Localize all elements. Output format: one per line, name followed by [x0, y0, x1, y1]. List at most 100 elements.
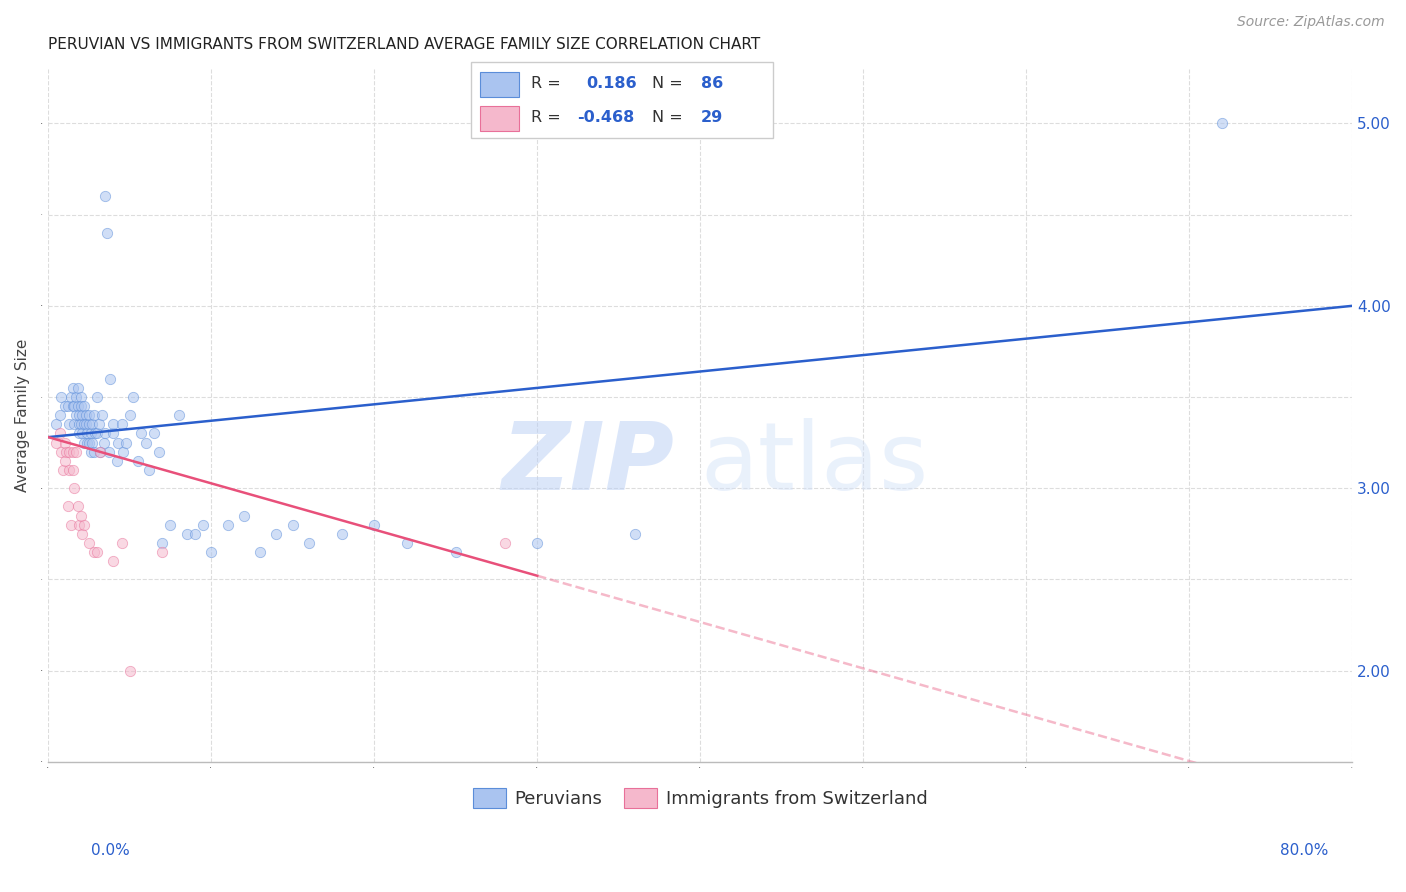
Point	[184, 526, 207, 541]
Point	[217, 517, 239, 532]
Point	[395, 536, 418, 550]
Point	[63, 399, 86, 413]
Point	[60, 517, 83, 532]
Point	[93, 435, 115, 450]
Point	[73, 435, 96, 450]
Point	[127, 454, 149, 468]
Point	[191, 517, 214, 532]
Point	[83, 444, 105, 458]
Point	[107, 435, 129, 450]
Point	[281, 517, 304, 532]
Point	[75, 417, 97, 432]
Point	[67, 517, 90, 532]
Point	[98, 372, 121, 386]
Point	[48, 409, 70, 423]
Text: -0.468: -0.468	[576, 111, 634, 125]
Point	[86, 426, 108, 441]
Point	[83, 545, 105, 559]
Point	[87, 417, 110, 432]
Point	[526, 536, 548, 550]
Point	[82, 417, 104, 432]
Point	[86, 545, 108, 559]
Point	[94, 189, 117, 203]
Point	[103, 426, 125, 441]
Point	[73, 417, 96, 432]
Point	[72, 426, 94, 441]
Point	[118, 664, 141, 678]
Point	[67, 417, 90, 432]
Point	[330, 526, 353, 541]
Point	[45, 417, 67, 432]
Point	[143, 426, 166, 441]
Legend: Peruvians, Immigrants from Switzerland: Peruvians, Immigrants from Switzerland	[465, 780, 935, 815]
Point	[67, 426, 90, 441]
Point	[148, 444, 170, 458]
Point	[77, 536, 100, 550]
Point	[51, 444, 73, 458]
Text: R =: R =	[531, 111, 567, 125]
Point	[58, 444, 80, 458]
Text: 0.0%: 0.0%	[91, 843, 131, 857]
Point	[72, 526, 94, 541]
Point	[73, 517, 96, 532]
Point	[69, 417, 91, 432]
Point	[63, 481, 86, 495]
Point	[48, 426, 70, 441]
FancyBboxPatch shape	[479, 71, 519, 96]
Point	[83, 409, 105, 423]
Text: 0.186: 0.186	[586, 76, 637, 91]
Text: 29: 29	[700, 111, 723, 125]
Point	[624, 526, 647, 541]
Point	[65, 444, 87, 458]
Text: atlas: atlas	[700, 417, 928, 509]
Point	[82, 435, 104, 450]
Point	[58, 417, 80, 432]
Point	[69, 508, 91, 523]
Text: N =: N =	[652, 111, 689, 125]
Point	[97, 444, 120, 458]
Point	[76, 435, 98, 450]
Point	[89, 444, 111, 458]
Point	[105, 454, 128, 468]
Point	[1211, 116, 1233, 130]
Point	[53, 399, 76, 413]
Point	[79, 426, 101, 441]
Point	[122, 390, 145, 404]
Point	[77, 409, 100, 423]
Point	[72, 409, 94, 423]
Point	[65, 409, 87, 423]
Point	[66, 381, 89, 395]
Point	[56, 399, 79, 413]
Point	[79, 444, 101, 458]
Point	[94, 426, 117, 441]
Text: R =: R =	[531, 76, 567, 91]
Point	[494, 536, 516, 550]
Point	[53, 454, 76, 468]
Point	[65, 390, 87, 404]
Point	[266, 526, 288, 541]
Text: 86: 86	[700, 76, 723, 91]
Point	[62, 463, 84, 477]
Point	[118, 409, 141, 423]
Point	[298, 536, 321, 550]
Point	[77, 435, 100, 450]
Point	[73, 399, 96, 413]
Point	[129, 426, 152, 441]
Point	[66, 500, 89, 514]
Text: PERUVIAN VS IMMIGRANTS FROM SWITZERLAND AVERAGE FAMILY SIZE CORRELATION CHART: PERUVIAN VS IMMIGRANTS FROM SWITZERLAND …	[48, 37, 761, 53]
Text: 80.0%: 80.0%	[1281, 843, 1329, 857]
Point	[56, 500, 79, 514]
Point	[232, 508, 254, 523]
Point	[76, 426, 98, 441]
Point	[62, 381, 84, 395]
Point	[159, 517, 181, 532]
Point	[103, 554, 125, 568]
Point	[55, 444, 77, 458]
Point	[176, 526, 198, 541]
Text: ZIP: ZIP	[502, 417, 673, 509]
Point	[69, 399, 91, 413]
Point	[62, 444, 84, 458]
Point	[86, 390, 108, 404]
Point	[150, 536, 173, 550]
Point	[115, 435, 138, 450]
